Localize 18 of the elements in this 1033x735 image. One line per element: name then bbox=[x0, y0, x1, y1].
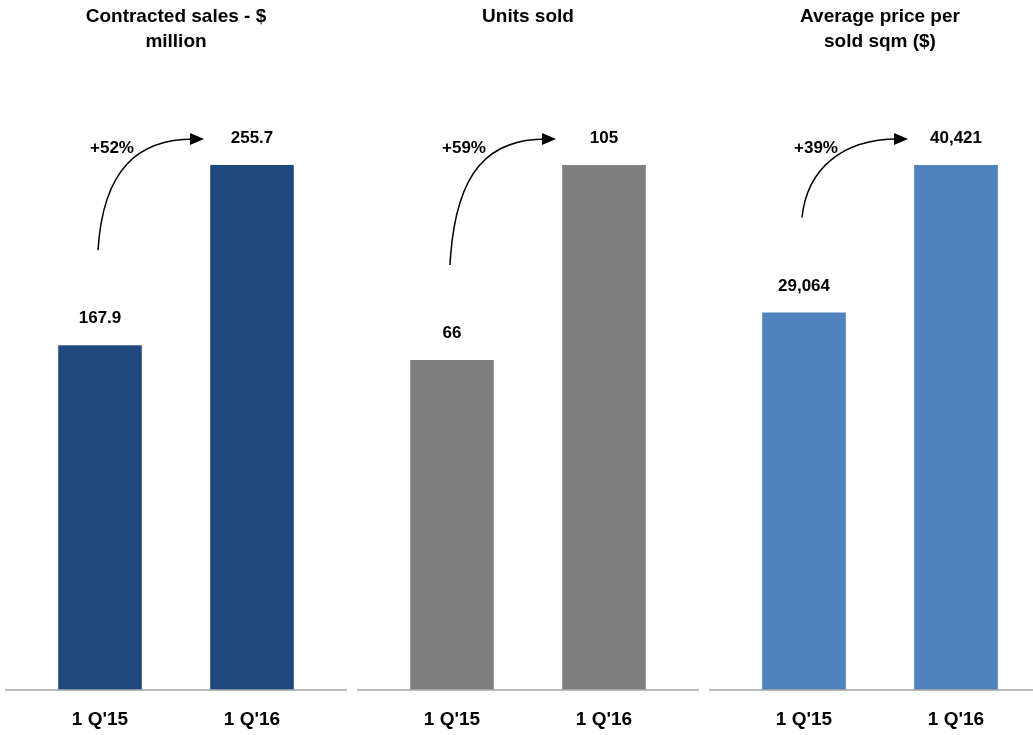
chart-title: Contracted sales - $ million bbox=[85, 5, 267, 51]
data-label: 255.7 bbox=[230, 128, 274, 147]
chart-title: Average price per sold sqm ($) bbox=[800, 5, 961, 51]
x-tick-label: 1 Q'16 bbox=[575, 708, 633, 729]
x-tick-label: 1 Q'15 bbox=[423, 708, 481, 729]
data-label: 66 bbox=[442, 323, 462, 342]
data-label: 40,421 bbox=[930, 128, 982, 147]
x-tick-label: 1 Q'15 bbox=[71, 708, 129, 729]
text: +59% bbox=[442, 138, 486, 157]
x-tick-label: 1 Q'16 bbox=[927, 708, 985, 729]
data-label: 105 bbox=[589, 128, 619, 147]
text: +52% bbox=[90, 138, 134, 157]
data-label: 167.9 bbox=[78, 308, 122, 328]
x-tick-label: 1 Q'16 bbox=[223, 708, 281, 729]
chart-title: Units sold bbox=[482, 5, 574, 26]
x-tick-label: 1 Q'15 bbox=[775, 708, 833, 729]
text: +39% bbox=[794, 138, 838, 157]
data-label: 29,064 bbox=[778, 275, 831, 295]
